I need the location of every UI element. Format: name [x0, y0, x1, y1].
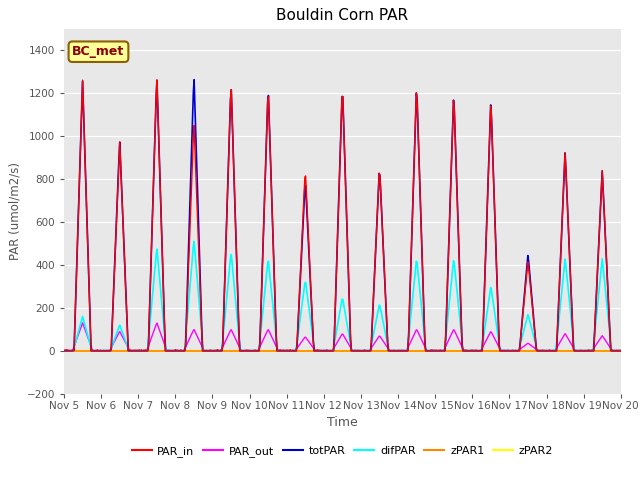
PAR_in: [71, 323, 79, 328]
PAR_in: [215, 348, 223, 354]
difPAR: [60, 348, 68, 354]
zPAR2: [60, 348, 68, 354]
PAR_out: [214, 348, 222, 354]
difPAR: [70, 345, 78, 351]
zPAR1: [617, 348, 625, 354]
PAR_in: [412, 115, 419, 120]
X-axis label: Time: Time: [327, 416, 358, 429]
Title: Bouldin Corn PAR: Bouldin Corn PAR: [276, 9, 408, 24]
Line: PAR_out: PAR_out: [64, 323, 621, 351]
zPAR2: [127, 348, 135, 354]
totPAR: [60, 348, 68, 354]
Line: totPAR: totPAR: [64, 80, 621, 351]
Y-axis label: PAR (umol/m2/s): PAR (umol/m2/s): [8, 162, 21, 260]
zPAR2: [214, 348, 221, 354]
zPAR1: [184, 348, 192, 354]
zPAR2: [617, 348, 625, 354]
Legend: PAR_in, PAR_out, totPAR, difPAR, zPAR1, zPAR2: PAR_in, PAR_out, totPAR, difPAR, zPAR1, …: [127, 441, 557, 461]
PAR_out: [60, 348, 68, 354]
difPAR: [214, 348, 222, 354]
PAR_in: [617, 348, 625, 354]
zPAR1: [214, 348, 221, 354]
PAR_out: [185, 337, 193, 343]
difPAR: [190, 239, 198, 244]
PAR_out: [428, 348, 435, 354]
PAR_in: [64, 348, 72, 354]
Line: PAR_in: PAR_in: [64, 80, 621, 351]
PAR_out: [128, 348, 136, 354]
difPAR: [184, 309, 192, 314]
Line: difPAR: difPAR: [64, 241, 621, 351]
zPAR1: [426, 348, 434, 354]
zPAR2: [426, 348, 434, 354]
totPAR: [190, 77, 198, 83]
difPAR: [617, 348, 625, 354]
PAR_out: [411, 330, 419, 336]
totPAR: [184, 267, 192, 273]
zPAR2: [184, 348, 192, 354]
PAR_in: [128, 348, 136, 354]
difPAR: [428, 348, 435, 354]
difPAR: [411, 274, 419, 279]
PAR_out: [79, 320, 86, 326]
totPAR: [617, 348, 625, 354]
PAR_in: [60, 347, 68, 353]
zPAR1: [60, 348, 68, 354]
Text: BC_met: BC_met: [72, 45, 125, 58]
PAR_in: [153, 77, 161, 83]
zPAR1: [127, 348, 135, 354]
difPAR: [127, 348, 135, 354]
zPAR2: [70, 348, 78, 354]
PAR_out: [617, 348, 625, 354]
zPAR1: [410, 348, 418, 354]
PAR_in: [186, 239, 193, 244]
totPAR: [214, 348, 222, 354]
zPAR2: [410, 348, 418, 354]
PAR_out: [70, 344, 78, 349]
totPAR: [428, 348, 435, 354]
totPAR: [70, 348, 78, 353]
totPAR: [411, 139, 419, 145]
zPAR1: [70, 348, 78, 354]
PAR_in: [428, 348, 436, 353]
totPAR: [127, 348, 135, 354]
